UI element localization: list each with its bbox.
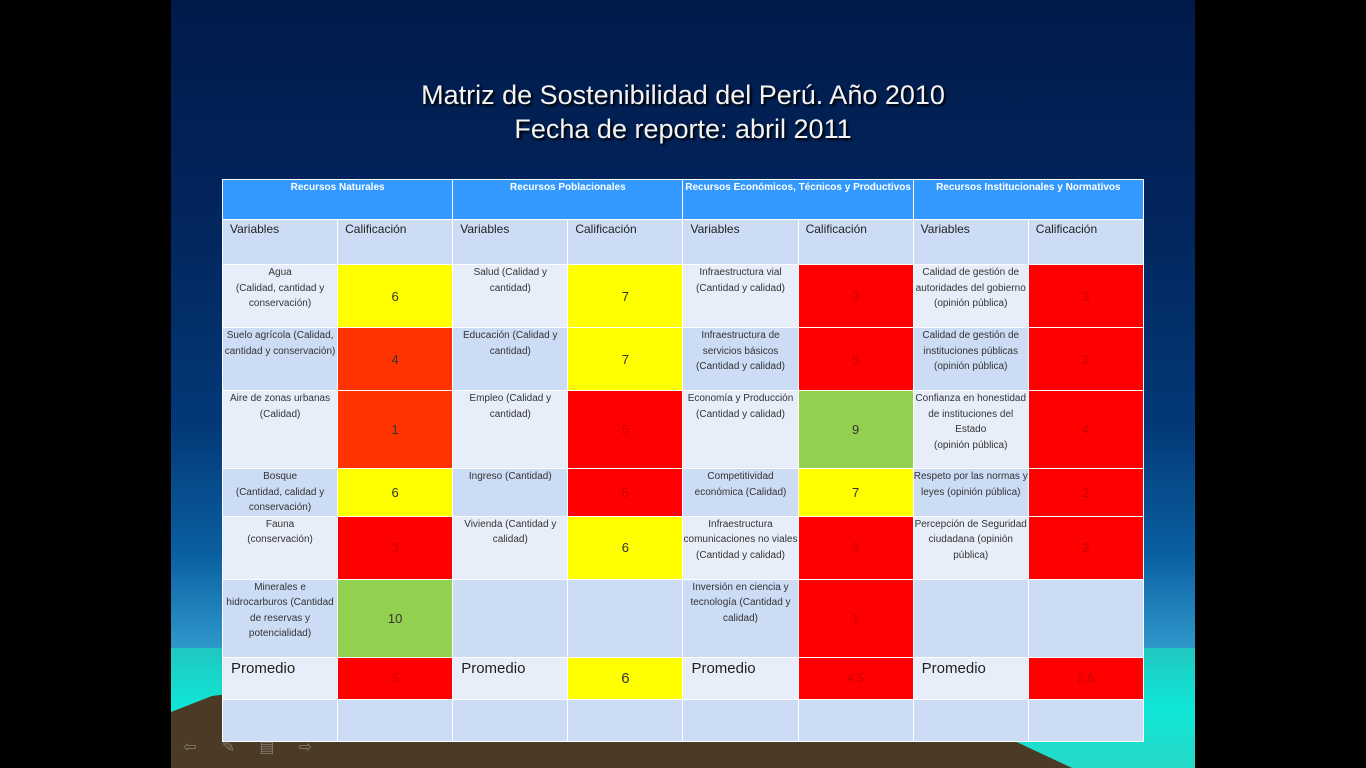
group-header: Recursos Institucionales y Normativos bbox=[912, 179, 1145, 220]
average-score: 5 bbox=[337, 656, 454, 700]
variable-cell: Economía y Producción (Cantidad y calida… bbox=[682, 390, 799, 469]
variable-cell: Infraestructura vial (Cantidad y calidad… bbox=[682, 264, 799, 328]
variable-cell: Infraestructura de servicios básicos (Ca… bbox=[682, 327, 799, 391]
variable-cell: Bosque (Cantidad, calidad y conservación… bbox=[221, 468, 339, 517]
calificacion-header: Calificación bbox=[567, 219, 684, 265]
score-cell: 4 bbox=[337, 327, 454, 391]
score-cell: 6 bbox=[567, 515, 684, 580]
score-cell bbox=[1027, 578, 1145, 658]
variable-cell: Percepción de Seguridad ciudadana (opini… bbox=[912, 515, 1029, 580]
sustainability-matrix: Recursos Naturales Recursos Poblacionale… bbox=[221, 179, 1145, 742]
arrow-left-icon[interactable]: ⇦ bbox=[183, 739, 197, 756]
title-line-2: Fecha de reporte: abril 2011 bbox=[514, 114, 852, 144]
variable-cell: Competitividad económica (Calidad) bbox=[682, 468, 799, 517]
variable-cell bbox=[912, 578, 1029, 658]
average-label: Promedio bbox=[221, 656, 339, 700]
score-cell: 7 bbox=[567, 264, 684, 328]
empty-cell bbox=[797, 698, 914, 742]
group-header: Recursos Naturales bbox=[221, 179, 454, 220]
variable-cell: Agua (Calidad, cantidad y conservación) bbox=[221, 264, 339, 328]
average-label: Promedio bbox=[452, 656, 569, 700]
variable-cell: Suelo agrícola (Calidad, cantidad y cons… bbox=[221, 327, 339, 391]
score-cell: 1 bbox=[797, 578, 914, 658]
score-cell: 9 bbox=[797, 390, 914, 469]
menu-icon[interactable]: ▤ bbox=[259, 739, 275, 756]
score-cell: 5 bbox=[567, 468, 684, 517]
score-cell bbox=[567, 578, 684, 658]
variables-header: Variables bbox=[221, 219, 339, 265]
variable-cell: Minerales e hidrocarburos (Cantidad de r… bbox=[221, 578, 339, 658]
score-cell: 3 bbox=[1027, 264, 1145, 328]
table-row: Fauna (conservación) 3 Vivienda (Cantidad … bbox=[221, 515, 1145, 580]
score-cell: 3 bbox=[337, 515, 454, 580]
score-cell: 3 bbox=[797, 515, 914, 580]
table-row: Agua (Calidad, cantidad y conservación) 6… bbox=[221, 264, 1145, 328]
table-row: Aire de zonas urbanas (Calidad) 1 Empleo (… bbox=[221, 390, 1145, 469]
empty-cell bbox=[912, 698, 1029, 742]
variable-cell: Fauna (conservación) bbox=[221, 515, 339, 580]
slideshow-nav: ⇦ ✎ ▤ ⇨ bbox=[179, 738, 328, 758]
table-row: Suelo agrícola (Calidad, cantidad y cons… bbox=[221, 327, 1145, 391]
score-cell: 2 bbox=[1027, 515, 1145, 580]
calificacion-header: Calificación bbox=[1027, 219, 1145, 265]
variables-header: Variables bbox=[452, 219, 569, 265]
title-line-1: Matriz de Sostenibilidad del Perú. Año 2… bbox=[421, 80, 945, 110]
score-cell: 5 bbox=[797, 327, 914, 391]
variables-header: Variables bbox=[682, 219, 799, 265]
score-cell: 2 bbox=[1027, 327, 1145, 391]
score-cell: 3 bbox=[797, 264, 914, 328]
empty-cell bbox=[682, 698, 799, 742]
variable-cell: Aire de zonas urbanas (Calidad) bbox=[221, 390, 339, 469]
average-row: Promedio 5 Promedio 6 Promedio 4.5 Promedio 2.6 bbox=[221, 656, 1145, 700]
empty-row bbox=[221, 698, 1145, 742]
variable-cell: Vivienda (Cantidad y calidad) bbox=[452, 515, 569, 580]
pen-icon[interactable]: ✎ bbox=[221, 739, 236, 756]
arrow-right-icon[interactable]: ⇨ bbox=[298, 739, 313, 756]
group-header: Recursos Económicos, Técnicos y Producti… bbox=[682, 179, 914, 220]
table-row: Bosque (Cantidad, calidad y conservación… bbox=[221, 468, 1145, 517]
score-cell: 5 bbox=[567, 390, 684, 469]
score-cell: 6 bbox=[337, 468, 454, 517]
empty-cell bbox=[221, 698, 339, 742]
variable-cell: Confianza en honestidad de instituciones… bbox=[912, 390, 1029, 469]
average-label: Promedio bbox=[682, 656, 799, 700]
calificacion-header: Calificación bbox=[797, 219, 914, 265]
column-header-row: Variables Calificación Variables Calific… bbox=[221, 219, 1145, 265]
variable-cell: Respeto por las normas y leyes (opinión … bbox=[912, 468, 1029, 517]
variable-cell: Empleo (Calidad y cantidad) bbox=[452, 390, 569, 469]
variable-cell: Infraestructura comunicaciones no viales… bbox=[682, 515, 799, 580]
score-cell: 7 bbox=[567, 327, 684, 391]
table-row: Minerales e hidrocarburos (Cantidad de r… bbox=[221, 578, 1145, 658]
slide-title: Matriz de Sostenibilidad del Perú. Año 2… bbox=[171, 78, 1195, 146]
average-label: Promedio bbox=[912, 656, 1029, 700]
slide: Matriz de Sostenibilidad del Perú. Año 2… bbox=[171, 0, 1195, 768]
empty-cell bbox=[452, 698, 569, 742]
empty-cell bbox=[567, 698, 684, 742]
score-cell: 2 bbox=[1027, 468, 1145, 517]
score-cell: 4 bbox=[1027, 390, 1145, 469]
group-header: Recursos Poblacionales bbox=[452, 179, 684, 220]
variable-cell bbox=[452, 578, 569, 658]
variable-cell: Salud (Calidad y cantidad) bbox=[452, 264, 569, 328]
score-cell: 7 bbox=[797, 468, 914, 517]
variable-cell: Inversión en ciencia y tecnología (Canti… bbox=[682, 578, 799, 658]
score-cell: 6 bbox=[337, 264, 454, 328]
variable-cell: Educación (Calidad y cantidad) bbox=[452, 327, 569, 391]
variable-cell: Ingreso (Cantidad) bbox=[452, 468, 569, 517]
average-score: 4.5 bbox=[797, 656, 914, 700]
variables-header: Variables bbox=[912, 219, 1029, 265]
average-score: 2.6 bbox=[1027, 656, 1145, 700]
score-cell: 10 bbox=[337, 578, 454, 658]
calificacion-header: Calificación bbox=[337, 219, 454, 265]
average-score: 6 bbox=[567, 656, 684, 700]
variable-cell: Calidad de gestión de autoridades del go… bbox=[912, 264, 1029, 328]
empty-cell bbox=[1027, 698, 1145, 742]
score-cell: 1 bbox=[337, 390, 454, 469]
variable-cell: Calidad de gestión de instituciones públ… bbox=[912, 327, 1029, 391]
empty-cell bbox=[337, 698, 454, 742]
